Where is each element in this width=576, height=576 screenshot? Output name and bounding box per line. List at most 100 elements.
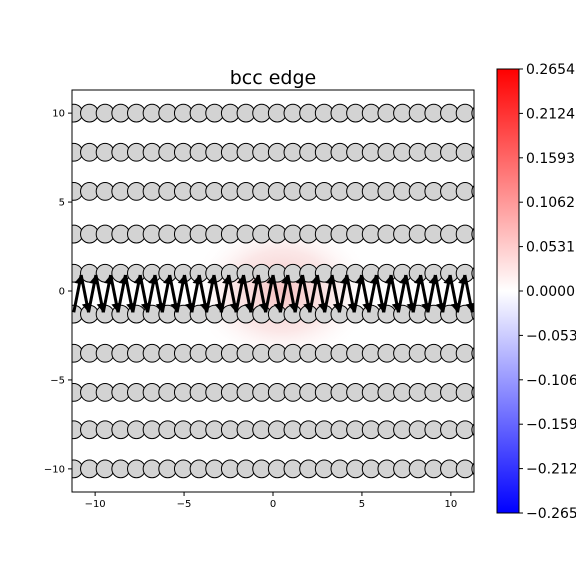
atom <box>471 184 474 198</box>
atom <box>283 382 303 402</box>
atom <box>72 103 84 123</box>
atom <box>236 103 256 123</box>
atom <box>346 343 365 363</box>
atom <box>267 343 287 363</box>
atom <box>80 103 99 123</box>
atom <box>173 382 193 402</box>
atom <box>111 343 131 363</box>
atom <box>252 382 272 402</box>
atom <box>80 224 99 244</box>
atom <box>220 142 240 162</box>
atom <box>346 181 365 201</box>
atom <box>408 142 428 162</box>
atom <box>220 343 240 363</box>
y-tick-label: 10 <box>52 109 65 120</box>
atom <box>424 343 444 363</box>
colorbar-tick-label: 0.1593 <box>526 151 575 167</box>
atom <box>283 142 303 162</box>
atom <box>267 103 287 123</box>
atom <box>267 224 287 244</box>
x-tick-label: 5 <box>359 499 365 510</box>
atom <box>126 103 146 123</box>
atom <box>299 459 318 479</box>
atom <box>205 181 225 201</box>
atom <box>111 103 131 123</box>
atom <box>220 420 240 440</box>
atom <box>126 459 146 479</box>
atom <box>205 420 225 440</box>
displacement-arrowhead <box>465 302 474 313</box>
atom <box>72 181 84 201</box>
atom <box>189 181 209 201</box>
atom <box>142 343 162 363</box>
atom <box>440 224 459 244</box>
atom <box>95 103 115 123</box>
colorbar-ticks: 0.2654 0.2124 0.1593 0.1062 0.0531 0.0000 −0.0… <box>519 62 576 522</box>
atom <box>236 459 256 479</box>
atom <box>126 343 146 363</box>
atom <box>111 181 131 201</box>
atom <box>314 343 334 363</box>
atom <box>80 420 99 440</box>
atom <box>111 420 131 440</box>
atom <box>361 420 381 440</box>
atom <box>236 142 256 162</box>
x-tick-label: −5 <box>177 499 192 510</box>
atom <box>408 382 428 402</box>
atom <box>205 382 225 402</box>
atom <box>455 343 474 363</box>
atom <box>173 181 193 201</box>
atom <box>173 459 193 479</box>
atom <box>424 459 444 479</box>
atom <box>126 382 146 402</box>
atom <box>440 343 459 363</box>
colorbar-tick-label: −0.0531 <box>526 328 576 344</box>
atom <box>111 382 131 402</box>
atom <box>455 459 474 479</box>
atom <box>361 142 381 162</box>
atom <box>393 420 412 440</box>
atom <box>142 142 162 162</box>
atom <box>111 142 131 162</box>
atom <box>440 420 459 440</box>
atom <box>158 142 178 162</box>
atom <box>205 142 225 162</box>
atom <box>111 459 131 479</box>
atom <box>455 103 474 123</box>
atom <box>471 145 474 159</box>
atom <box>299 343 318 363</box>
atom <box>158 420 178 440</box>
atom <box>126 420 146 440</box>
atom <box>377 420 397 440</box>
colorbar-gradient <box>496 68 520 514</box>
atom <box>95 224 115 244</box>
atom <box>361 459 381 479</box>
colorbar-tick-label: −0.1593 <box>526 417 576 433</box>
atom <box>126 224 146 244</box>
atom <box>205 343 225 363</box>
atom <box>95 420 115 440</box>
chart-title: bcc edge <box>230 67 317 89</box>
atom <box>314 142 334 162</box>
atom <box>330 142 350 162</box>
atom <box>267 420 287 440</box>
atom <box>330 181 350 201</box>
atom <box>267 382 287 402</box>
atom <box>267 459 287 479</box>
colorbar-tick-label: −0.1062 <box>526 373 576 389</box>
atom <box>283 181 303 201</box>
atom <box>283 420 303 440</box>
atom <box>471 106 474 120</box>
atom <box>471 266 474 280</box>
atom <box>72 224 84 244</box>
atom <box>299 103 318 123</box>
atom <box>220 224 240 244</box>
atom <box>455 420 474 440</box>
atom <box>189 224 209 244</box>
atom <box>346 382 365 402</box>
atom <box>377 142 397 162</box>
atom <box>377 103 397 123</box>
x-tick-label: 10 <box>445 499 458 510</box>
atom <box>80 181 99 201</box>
